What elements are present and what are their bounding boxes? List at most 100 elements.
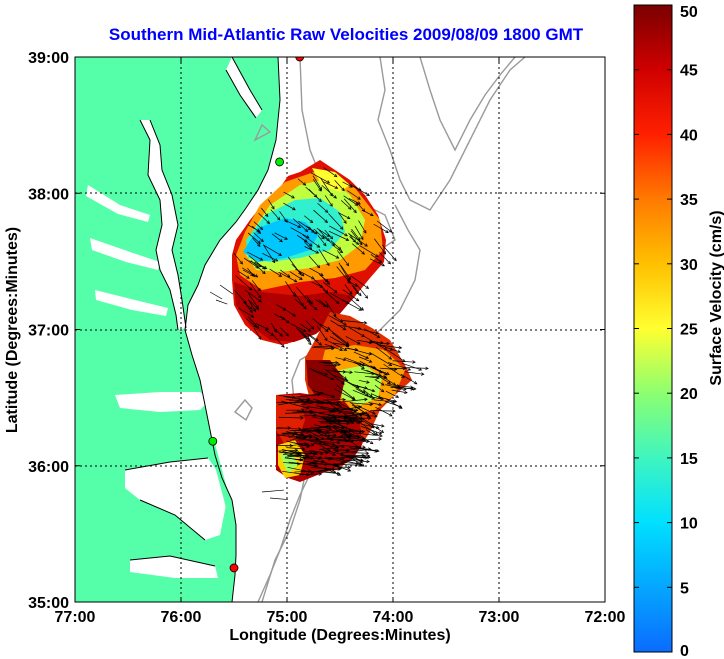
- velocity-vector-head: [378, 431, 383, 435]
- velocity-vector: [328, 328, 349, 345]
- velocity-vector-head: [374, 449, 379, 453]
- velocity-vector-head: [371, 396, 376, 400]
- velocity-vector-head: [410, 385, 414, 389]
- velocity-vector-head: [337, 362, 341, 367]
- velocity-vector: [282, 432, 298, 435]
- velocity-vector: [304, 241, 312, 250]
- velocity-vector: [319, 440, 340, 444]
- velocity-vector-head: [326, 400, 331, 405]
- velocity-vector-head: [248, 286, 253, 291]
- velocity-vector-head: [379, 434, 383, 438]
- velocity-vector: [215, 299, 228, 305]
- velocity-vector-head: [355, 461, 360, 466]
- velocity-vector: [233, 252, 243, 265]
- velocity-vector: [375, 406, 393, 417]
- radar-stations: [208, 57, 305, 573]
- velocity-vector: [243, 301, 253, 310]
- velocity-vector-head: [255, 306, 260, 311]
- velocity-vector: [298, 220, 312, 230]
- velocity-vector: [368, 402, 382, 406]
- velocity-vector-head: [285, 333, 290, 337]
- velocity-vector: [307, 226, 318, 235]
- velocity-vector-head: [291, 195, 295, 199]
- velocity-vector-head: [353, 416, 357, 420]
- velocity-vector-head: [339, 249, 344, 254]
- velocity-vector-head: [294, 448, 299, 453]
- velocity-vector-head: [398, 405, 403, 409]
- velocity-vector: [338, 212, 351, 219]
- velocity-vector-head: [310, 326, 315, 330]
- velocity-vector: [358, 379, 370, 383]
- velocity-vector-head: [369, 340, 373, 345]
- velocity-vector-head: [333, 289, 338, 294]
- velocity-vector-head: [329, 235, 334, 240]
- velocity-vector-head: [326, 262, 330, 267]
- velocity-vector-head: [347, 465, 352, 470]
- velocity-vector-head: [388, 356, 393, 360]
- velocity-vector: [283, 202, 296, 211]
- velocity-vector-head: [375, 253, 379, 258]
- colorbar-tick-label: 10: [680, 516, 698, 533]
- velocity-vector: [344, 380, 366, 394]
- velocity-vector-head: [259, 257, 264, 261]
- velocity-vector-head: [334, 445, 339, 449]
- velocity-vector: [303, 425, 330, 430]
- velocity-vector-head: [256, 228, 261, 232]
- velocity-vector-head: [357, 341, 361, 345]
- velocity-vector: [299, 236, 313, 247]
- velocity-vector: [379, 367, 397, 370]
- velocity-vector-head: [342, 357, 347, 362]
- velocity-vector-head: [363, 321, 368, 325]
- velocity-vector-head: [307, 469, 312, 474]
- velocity-vector: [352, 432, 383, 437]
- velocity-vector: [314, 299, 326, 307]
- velocity-vector: [328, 340, 347, 351]
- velocity-vector: [353, 351, 369, 359]
- velocity-vector-head: [286, 274, 291, 278]
- plot-area: [75, 57, 605, 602]
- velocity-vector-head: [302, 328, 307, 332]
- velocity-vector: [258, 213, 270, 224]
- velocity-vector-head: [255, 325, 260, 329]
- velocity-vector-head: [271, 259, 276, 264]
- velocity-vector-head: [310, 456, 315, 460]
- velocity-vector-head: [320, 391, 324, 396]
- velocity-vector: [308, 333, 319, 342]
- velocity-vector: [253, 221, 263, 230]
- velocity-vector-head: [308, 246, 313, 250]
- velocity-vector: [346, 459, 370, 462]
- velocity-vector-head: [300, 399, 304, 403]
- velocity-vector: [253, 327, 262, 340]
- velocity-vector-head: [380, 397, 384, 401]
- station-marker: [275, 157, 284, 167]
- velocity-vector: [332, 244, 343, 253]
- velocity-vector: [291, 430, 321, 433]
- velocity-vector: [311, 416, 334, 422]
- velocity-vector: [318, 431, 348, 433]
- velocity-vector-head: [333, 313, 337, 318]
- velocity-vector: [385, 390, 399, 398]
- velocity-vector: [298, 473, 322, 476]
- velocity-vector-head: [276, 216, 281, 221]
- velocity-vector: [335, 429, 365, 433]
- velocity-vector-head: [345, 237, 350, 241]
- velocity-vector-head: [393, 367, 398, 372]
- velocity-vector: [389, 348, 401, 353]
- velocity-vector: [269, 497, 288, 500]
- velocity-vector-head: [281, 316, 286, 320]
- velocity-vector: [292, 218, 308, 232]
- x-axis-label: Longitude (Degrees:Minutes): [229, 627, 450, 644]
- velocity-vector-head: [300, 416, 304, 420]
- velocity-vector-head: [326, 233, 331, 237]
- velocity-vector-head: [364, 243, 368, 247]
- velocity-vector: [376, 220, 392, 233]
- velocity-vector-head: [387, 260, 391, 265]
- velocity-vector: [264, 329, 274, 336]
- velocity-vector-head: [346, 448, 351, 452]
- velocity-vector: [328, 447, 350, 451]
- velocity-vector-head: [258, 299, 263, 303]
- velocity-vector-head: [354, 283, 359, 287]
- velocity-vector-head: [341, 425, 346, 430]
- velocity-vector-head: [358, 292, 362, 297]
- velocity-vector: [307, 406, 334, 411]
